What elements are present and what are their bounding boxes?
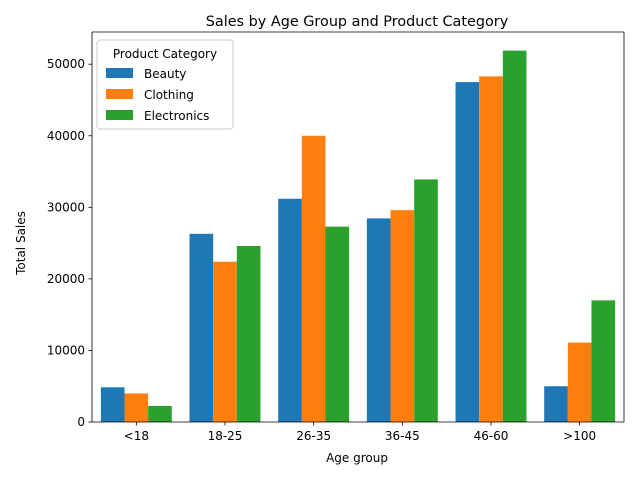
y-tick-label: 30000 [47,200,85,214]
x-tick-label: >100 [563,429,596,443]
bar-electronics-5 [591,300,616,422]
y-tick-label: 40000 [47,129,85,143]
legend-label-clothing: Clothing [144,88,194,102]
bar-electronics-4 [502,50,527,423]
bar-beauty-2 [278,198,302,422]
x-axis-label: Age group [326,451,388,465]
bar-clothing-5 [567,342,592,422]
bar-electronics-3 [414,179,438,422]
x-tick-label: <18 [124,429,149,443]
bar-clothing-4 [479,76,503,422]
x-tick-label: 26-35 [296,429,331,443]
bar-beauty-1 [189,233,214,422]
chart-title: Sales by Age Group and Product Category [206,14,509,30]
bar-electronics-1 [236,245,261,422]
legend-label-beauty: Beauty [144,67,186,81]
bar-beauty-5 [544,386,568,422]
bar-electronics-2 [325,226,350,422]
legend: Product Category Beauty Clothing Electronic… [96,39,234,130]
bar-beauty-4 [455,82,480,423]
y-tick-label: 10000 [47,343,85,357]
bar-clothing-0 [124,393,149,422]
legend-swatch-clothing [106,89,133,99]
x-tick-label: 36-45 [385,429,420,443]
legend-swatch-electronics [106,110,133,120]
legend-swatch-beauty [106,68,133,78]
plot-area: 0 10000 20000 30000 40000 50000 <18 18-25 26-35 3… [47,31,625,443]
bar-electronics-0 [148,405,172,422]
x-tick-label: 46-60 [474,429,509,443]
bar-clothing-1 [213,261,237,422]
bar-beauty-3 [366,218,391,422]
bar-beauty-0 [100,387,125,422]
x-tick-label: 18-25 [208,429,243,443]
y-axis-label: Total Sales [14,211,28,276]
legend-title: Product Category [113,47,217,61]
y-tick-label: 20000 [47,272,85,286]
bar-clothing-2 [301,135,326,422]
y-tick-label: 50000 [47,57,85,71]
y-tick-label: 0 [77,415,85,429]
legend-box [96,39,234,130]
bar-clothing-3 [390,210,415,422]
legend-label-electronics: Electronics [144,109,209,123]
